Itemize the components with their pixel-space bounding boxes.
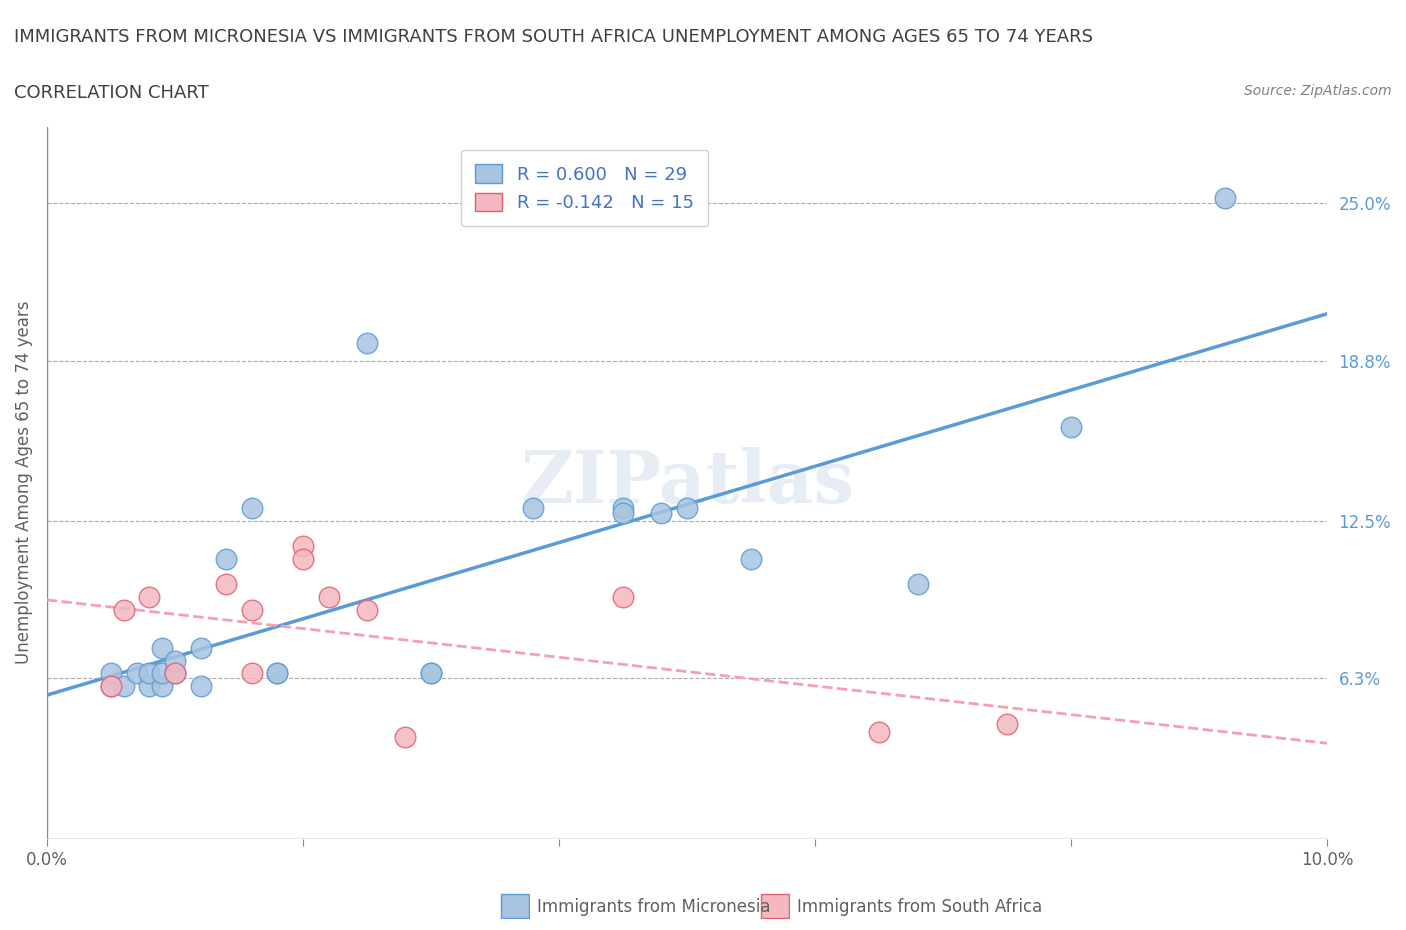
Point <box>522 500 544 515</box>
Point <box>1213 191 1236 206</box>
Point <box>740 551 762 566</box>
Point <box>163 653 186 668</box>
Point <box>190 679 212 694</box>
Point <box>163 666 186 681</box>
Point <box>138 666 160 681</box>
Point <box>612 590 634 604</box>
Point <box>138 679 160 694</box>
Point <box>215 577 238 591</box>
Point <box>163 666 186 681</box>
Text: IMMIGRANTS FROM MICRONESIA VS IMMIGRANTS FROM SOUTH AFRICA UNEMPLOYMENT AMONG AG: IMMIGRANTS FROM MICRONESIA VS IMMIGRANTS… <box>14 28 1092 46</box>
Point <box>676 500 699 515</box>
Point <box>1060 419 1083 434</box>
Point <box>100 666 122 681</box>
Point <box>907 577 929 591</box>
Point <box>612 506 634 521</box>
Point <box>112 679 135 694</box>
Text: Immigrants from Micronesia: Immigrants from Micronesia <box>537 897 770 916</box>
Point <box>100 679 122 694</box>
Point <box>995 717 1018 732</box>
Point <box>150 666 173 681</box>
Point <box>100 679 122 694</box>
Text: Source: ZipAtlas.com: Source: ZipAtlas.com <box>1244 84 1392 98</box>
Point <box>291 551 314 566</box>
Point <box>318 590 340 604</box>
Point <box>266 666 288 681</box>
FancyBboxPatch shape <box>761 894 789 918</box>
Point <box>291 538 314 553</box>
Text: Immigrants from South Africa: Immigrants from South Africa <box>797 897 1042 916</box>
Point <box>215 551 238 566</box>
Point <box>240 666 263 681</box>
Text: ZIPatlas: ZIPatlas <box>520 447 853 518</box>
Point <box>650 506 672 521</box>
Point <box>150 641 173 656</box>
Point <box>240 500 263 515</box>
Point <box>125 666 148 681</box>
Text: CORRELATION CHART: CORRELATION CHART <box>14 84 209 101</box>
Point <box>612 500 634 515</box>
Point <box>420 666 443 681</box>
Point <box>266 666 288 681</box>
Point <box>150 679 173 694</box>
Legend: R = 0.600   N = 29, R = -0.142   N = 15: R = 0.600 N = 29, R = -0.142 N = 15 <box>461 150 709 227</box>
Point <box>138 590 160 604</box>
Point <box>240 603 263 618</box>
FancyBboxPatch shape <box>501 894 529 918</box>
Point <box>868 724 890 739</box>
Point <box>356 336 378 351</box>
Point <box>394 729 416 744</box>
Point <box>420 666 443 681</box>
Point <box>190 641 212 656</box>
Point <box>356 603 378 618</box>
Y-axis label: Unemployment Among Ages 65 to 74 years: Unemployment Among Ages 65 to 74 years <box>15 301 32 664</box>
Point <box>112 603 135 618</box>
